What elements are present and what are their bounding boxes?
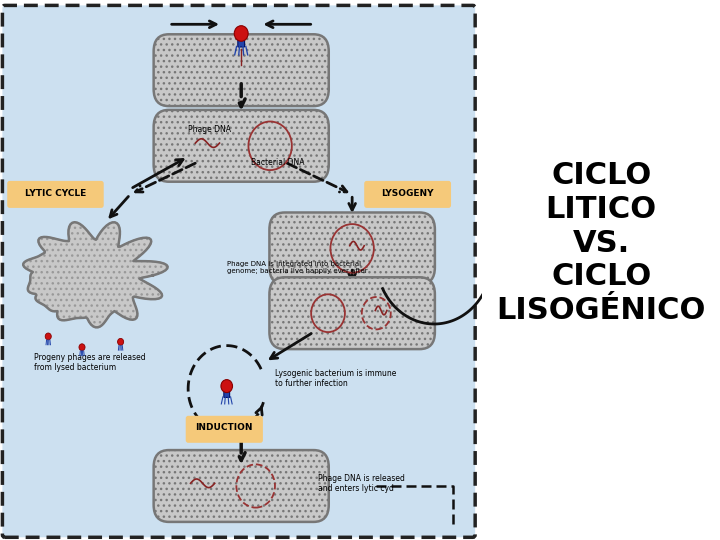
Text: Phage DNA is released
and enters lytic cyd: Phage DNA is released and enters lytic c… — [318, 474, 405, 494]
Text: Progeny phages are released
from lysed bacterium: Progeny phages are released from lysed b… — [34, 353, 145, 372]
FancyBboxPatch shape — [238, 33, 245, 47]
Circle shape — [45, 333, 51, 340]
Text: Phage DNA: Phage DNA — [188, 125, 231, 134]
Circle shape — [117, 339, 124, 345]
Polygon shape — [23, 222, 168, 327]
Text: INDUCTION: INDUCTION — [196, 423, 253, 432]
FancyBboxPatch shape — [7, 181, 104, 208]
Text: Phage DNA is integrated into bacterial
genome; bacteria live happily ever after: Phage DNA is integrated into bacterial g… — [227, 261, 367, 274]
FancyBboxPatch shape — [153, 110, 329, 181]
Circle shape — [79, 344, 85, 350]
FancyBboxPatch shape — [269, 212, 435, 284]
FancyBboxPatch shape — [2, 5, 475, 537]
Text: LYSOGENY: LYSOGENY — [382, 189, 434, 198]
Circle shape — [221, 380, 233, 393]
FancyBboxPatch shape — [269, 277, 435, 349]
Text: CICLO
LITICO
VS.
CICLO
LISOGÉNICO: CICLO LITICO VS. CICLO LISOGÉNICO — [497, 161, 706, 325]
Text: Lysogenic bacterium is immune
to further infection: Lysogenic bacterium is immune to further… — [275, 369, 396, 388]
Text: Bacterial DNA: Bacterial DNA — [251, 158, 305, 167]
FancyBboxPatch shape — [364, 181, 451, 208]
FancyBboxPatch shape — [224, 386, 230, 397]
FancyBboxPatch shape — [153, 450, 329, 522]
FancyBboxPatch shape — [186, 416, 263, 443]
Text: LYTIC CYCLE: LYTIC CYCLE — [25, 189, 86, 198]
Circle shape — [234, 26, 248, 41]
FancyBboxPatch shape — [153, 35, 329, 106]
